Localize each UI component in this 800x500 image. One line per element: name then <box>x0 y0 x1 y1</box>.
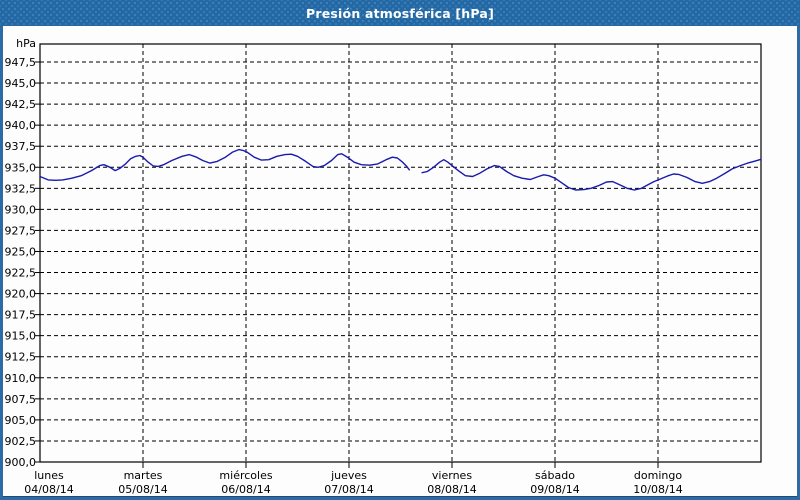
x-day-label: viernes <box>432 469 472 482</box>
x-day-label: domingo <box>634 469 682 482</box>
y-tick-label: 935,0 <box>5 161 37 174</box>
y-tick-label: 937,5 <box>5 140 37 153</box>
pressure-series-line <box>421 158 762 191</box>
x-date-label: 09/08/14 <box>530 483 579 496</box>
y-tick-label: 920,0 <box>5 288 37 301</box>
x-day-label: sábado <box>535 469 575 482</box>
x-date-label: 10/08/14 <box>633 483 682 496</box>
x-day-label: martes <box>124 469 163 482</box>
y-tick-label: 902,5 <box>5 435 37 448</box>
x-day-label: miércoles <box>219 469 272 482</box>
y-tick-label: 945,0 <box>5 77 37 90</box>
y-tick-label: 930,0 <box>5 203 37 216</box>
y-tick-label: 905,0 <box>5 414 37 427</box>
y-tick-label: 900,0 <box>5 456 37 469</box>
x-date-label: 05/08/14 <box>118 483 167 496</box>
y-tick-label: 915,0 <box>5 330 37 343</box>
x-date-label: 08/08/14 <box>427 483 476 496</box>
y-tick-label: 940,0 <box>5 119 37 132</box>
y-tick-label: 922,5 <box>5 267 37 280</box>
x-date-label: 04/08/14 <box>24 483 73 496</box>
y-tick-label: 907,5 <box>5 393 37 406</box>
x-day-label: lunes <box>34 469 64 482</box>
y-tick-label: 947,5 <box>5 56 37 69</box>
plot-border <box>39 43 762 463</box>
y-tick-label: 910,0 <box>5 372 37 385</box>
chart-titlebar: Presión atmosférica [hPa] <box>0 0 800 26</box>
y-tick-label: 912,5 <box>5 351 37 364</box>
chart-title: Presión atmosférica [hPa] <box>306 5 494 21</box>
y-axis-unit-label: hPa <box>16 37 36 50</box>
y-tick-label: 927,5 <box>5 224 37 237</box>
y-tick-label: 932,5 <box>5 182 37 195</box>
y-tick-label: 925,0 <box>5 245 37 258</box>
y-tick-label: 942,5 <box>5 98 37 111</box>
pressure-series-line <box>39 148 410 182</box>
x-date-label: 06/08/14 <box>221 483 270 496</box>
x-date-label: 07/08/14 <box>324 483 373 496</box>
x-day-label: jueves <box>330 469 367 482</box>
y-tick-label: 917,5 <box>5 309 37 322</box>
